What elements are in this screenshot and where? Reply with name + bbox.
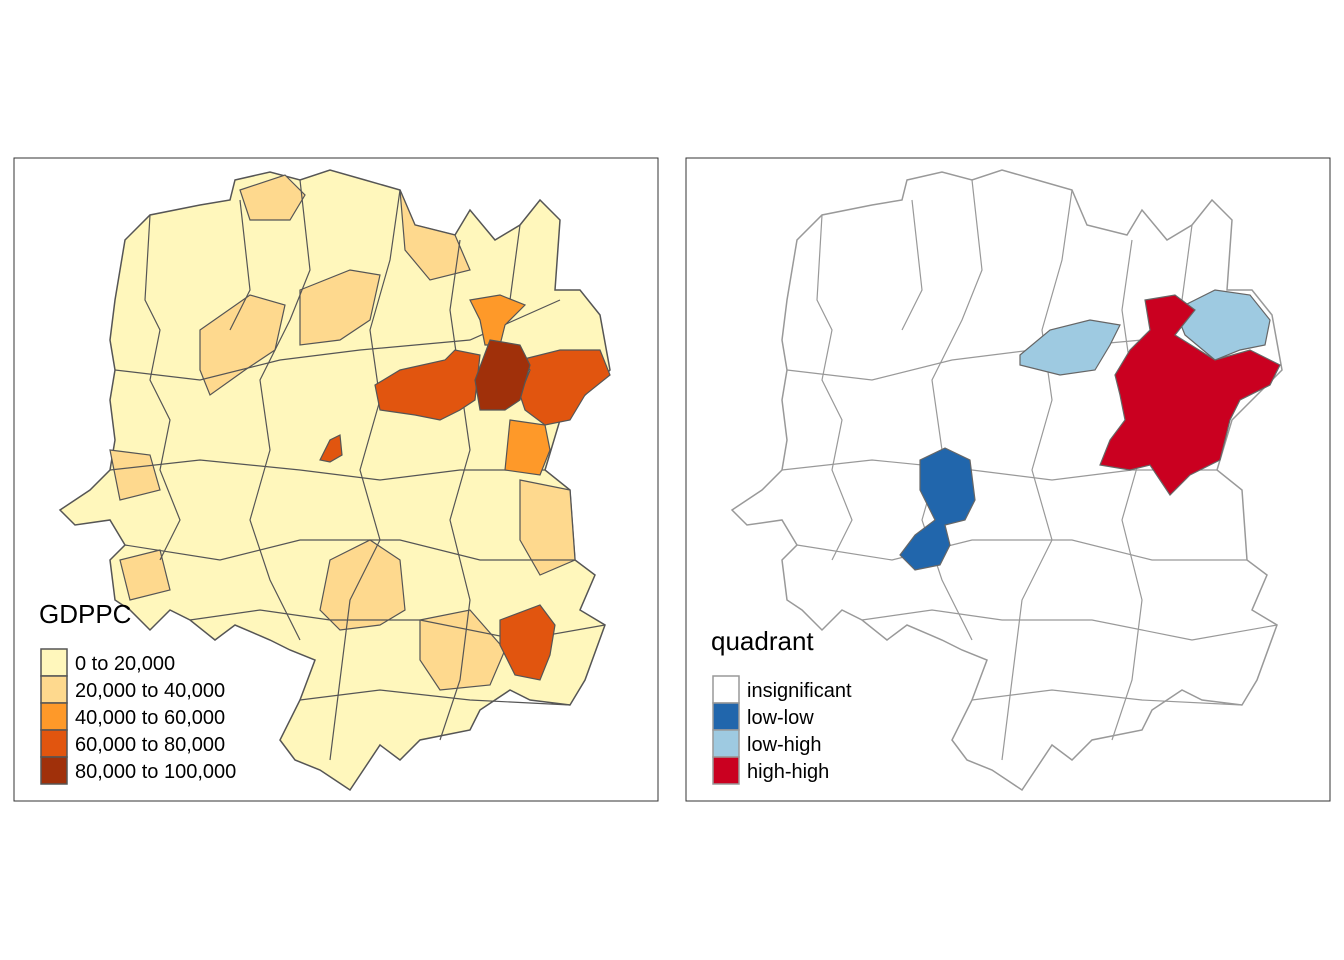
county-border xyxy=(509,224,521,301)
county-class-2 xyxy=(504,419,551,476)
county-20000-40000 xyxy=(199,294,286,396)
county-border xyxy=(109,459,545,481)
county-20000-40000 xyxy=(399,189,471,281)
county-border xyxy=(1001,189,1073,761)
county-border xyxy=(144,214,181,561)
county-border xyxy=(861,609,1278,641)
quadrant-legend-label: low-low xyxy=(747,707,814,729)
county-20000-40000 xyxy=(109,449,161,501)
gdppc-legend-swatch xyxy=(40,729,68,758)
county-border xyxy=(229,199,251,331)
right-map-frame xyxy=(685,157,1331,802)
gdppc-legend-swatch xyxy=(40,675,68,704)
county-border xyxy=(299,689,571,706)
gdppc-legend-label: 0 to 20,000 xyxy=(75,653,175,675)
quadrant-legend-title: quadrant xyxy=(711,626,814,656)
quadrant-legend-label: low-high xyxy=(747,734,821,756)
quadrant-legend-swatch xyxy=(712,756,740,785)
county-border xyxy=(329,189,401,761)
county-class-3 xyxy=(374,349,481,421)
county-20000-40000 xyxy=(239,174,306,221)
quadrant-legend-swatch xyxy=(712,675,740,704)
county-low-high xyxy=(1019,319,1121,376)
county-border xyxy=(816,214,853,561)
county-border xyxy=(971,689,1243,706)
gdppc-map xyxy=(58,169,611,792)
gdppc-legend-swatch xyxy=(40,756,68,785)
county-border xyxy=(796,539,1247,561)
province-outline xyxy=(730,169,1283,792)
county-high-high xyxy=(1099,294,1281,496)
county-20000-40000 xyxy=(419,609,506,691)
county-20000-40000 xyxy=(119,549,171,601)
gdppc-legend-title: GDPPC xyxy=(39,599,131,629)
county-20000-40000 xyxy=(519,479,576,576)
gdppc-legend-label: 80,000 to 100,000 xyxy=(75,761,236,783)
county-border xyxy=(1181,224,1193,301)
county-border xyxy=(781,459,1217,481)
county-20000-40000 xyxy=(299,269,381,346)
gdppc-legend-label: 20,000 to 40,000 xyxy=(75,680,225,702)
gdppc-legend-label: 40,000 to 60,000 xyxy=(75,707,225,729)
county-class-4 xyxy=(474,339,531,411)
quadrant-legend-label: insignificant xyxy=(747,680,852,702)
gdppc-legend-swatch xyxy=(40,702,68,731)
county-class-3 xyxy=(499,604,556,681)
gdppc-legend-label: 60,000 to 80,000 xyxy=(75,734,225,756)
county-border xyxy=(124,539,575,561)
county-border xyxy=(921,179,983,641)
gdppc-legend-swatch xyxy=(40,648,68,677)
county-class-2 xyxy=(469,294,527,346)
county-low-low xyxy=(899,447,976,571)
county-class-3 xyxy=(319,434,343,463)
county-20000-40000 xyxy=(319,539,406,631)
left-map-frame xyxy=(13,157,659,802)
county-border xyxy=(439,239,471,741)
county-class-3 xyxy=(518,349,611,426)
county-border xyxy=(249,179,311,641)
county-border xyxy=(901,199,923,331)
quadrant-map xyxy=(730,169,1283,792)
county-low-high xyxy=(1174,289,1271,361)
quadrant-legend-swatch xyxy=(712,729,740,758)
county-border xyxy=(1111,239,1143,741)
quadrant-legend-swatch xyxy=(712,702,740,731)
quadrant-legend-label: high-high xyxy=(747,761,829,783)
